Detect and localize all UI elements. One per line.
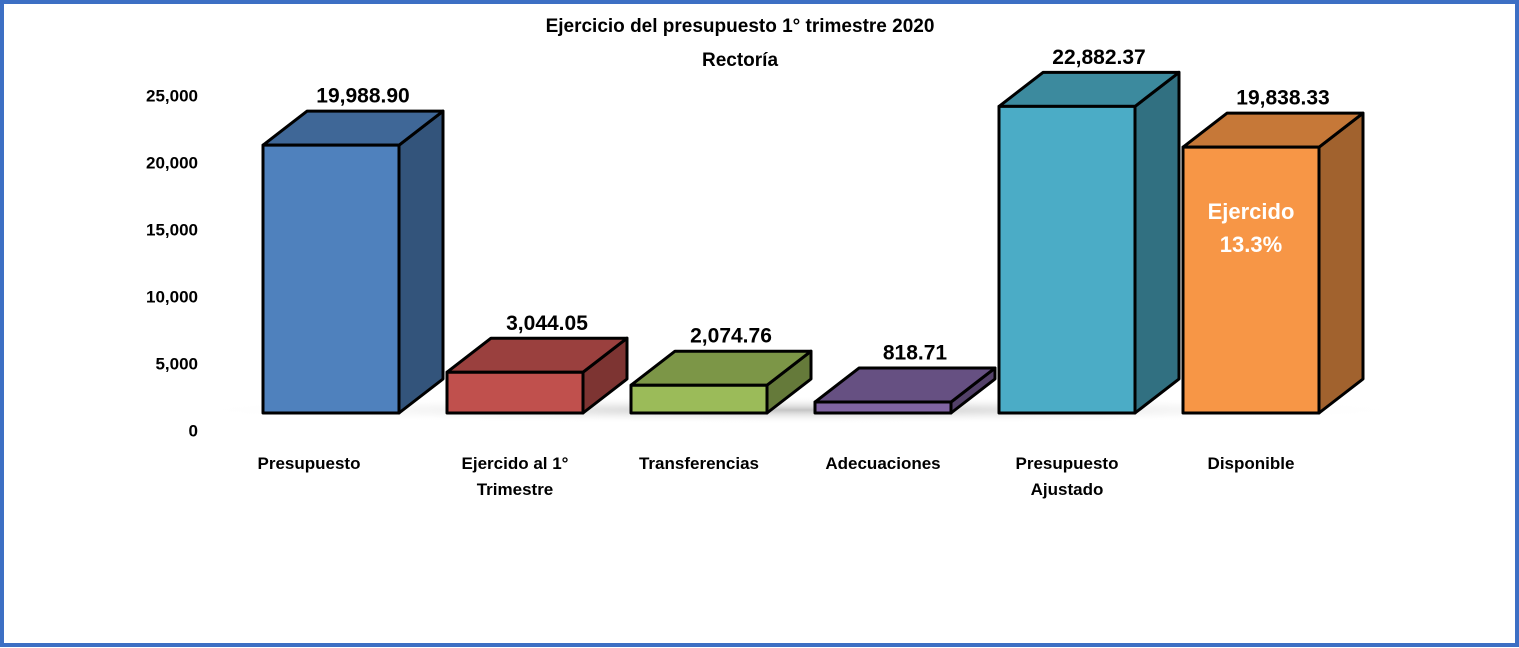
chart-subtitle: Rectoría <box>702 50 778 71</box>
data-label: 19,988.90 <box>316 85 409 108</box>
y-tick-label: 0 <box>189 421 198 440</box>
bar-side <box>397 109 445 415</box>
x-tick-label: Ejercido al 1° Trimestre <box>461 454 569 499</box>
x-tick-label: Disponible <box>1207 454 1295 473</box>
data-label: 2,074.76 <box>690 325 772 348</box>
y-tick-label: 15,000 <box>146 220 198 239</box>
bar <box>997 104 1137 415</box>
data-label: 19,838.33 <box>1236 87 1329 110</box>
bar <box>261 143 401 415</box>
chart-title: Ejercicio del presupuesto 1° trimestre 2… <box>546 16 935 37</box>
data-label: 3,044.05 <box>506 312 588 335</box>
data-label: 22,882.37 <box>1052 46 1145 69</box>
x-tick-label: Presupuesto <box>257 454 361 473</box>
bar <box>445 370 585 415</box>
bar <box>1181 145 1321 415</box>
y-tick-label: 5,000 <box>155 354 198 373</box>
x-tick-label: Adecuaciones <box>825 454 941 473</box>
bar <box>629 383 769 415</box>
bar <box>813 400 953 415</box>
y-tick-label: 25,000 <box>146 86 198 105</box>
data-label: 818.71 <box>883 342 948 365</box>
x-tick-label: Presupuesto Ajustado <box>1015 454 1119 499</box>
bar-side <box>1133 70 1181 415</box>
bar-side <box>1317 111 1365 415</box>
annotation: Ejercido <box>1208 199 1295 224</box>
y-tick-label: 10,000 <box>146 287 198 306</box>
x-tick-label: Transferencias <box>638 454 759 473</box>
y-tick-label: 20,000 <box>146 153 198 172</box>
annotation: 13.3% <box>1220 232 1282 257</box>
